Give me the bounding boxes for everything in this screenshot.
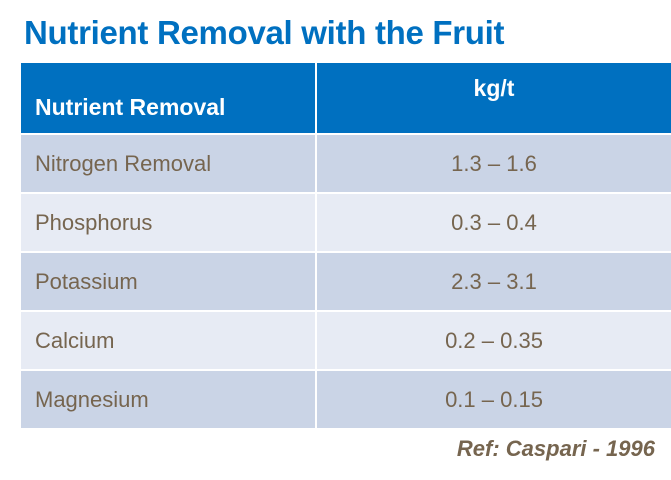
- table-row: Calcium 0.2 – 0.35: [19, 310, 671, 371]
- nutrient-cell: Potassium: [19, 251, 317, 312]
- nutrient-table: Nutrient Removal kg/t Nitrogen Removal 1…: [19, 61, 671, 430]
- table-row: Phosphorus 0.3 – 0.4: [19, 192, 671, 253]
- slide-title: Nutrient Removal with the Fruit: [24, 14, 505, 51]
- header-nutrient: Nutrient Removal: [19, 61, 317, 135]
- nutrient-cell: Calcium: [19, 310, 317, 371]
- header-kg-per-t: kg/t: [315, 61, 671, 135]
- nutrient-cell: Magnesium: [19, 369, 317, 430]
- table-row: Magnesium 0.1 – 0.15: [19, 369, 671, 430]
- value-cell: 2.3 – 3.1: [315, 251, 671, 312]
- value-cell: 0.3 – 0.4: [315, 192, 671, 253]
- value-cell: 0.1 – 0.15: [315, 369, 671, 430]
- reference-note: Ref: Caspari - 1996: [456, 436, 655, 461]
- table-row: Nitrogen Removal 1.3 – 1.6: [19, 133, 671, 194]
- value-cell: 0.2 – 0.35: [315, 310, 671, 371]
- value-cell: 1.3 – 1.6: [315, 133, 671, 194]
- nutrient-cell: Nitrogen Removal: [19, 133, 317, 194]
- table-row: Potassium 2.3 – 3.1: [19, 251, 671, 312]
- table-header: Nutrient Removal kg/t: [19, 61, 671, 135]
- nutrient-cell: Phosphorus: [19, 192, 317, 253]
